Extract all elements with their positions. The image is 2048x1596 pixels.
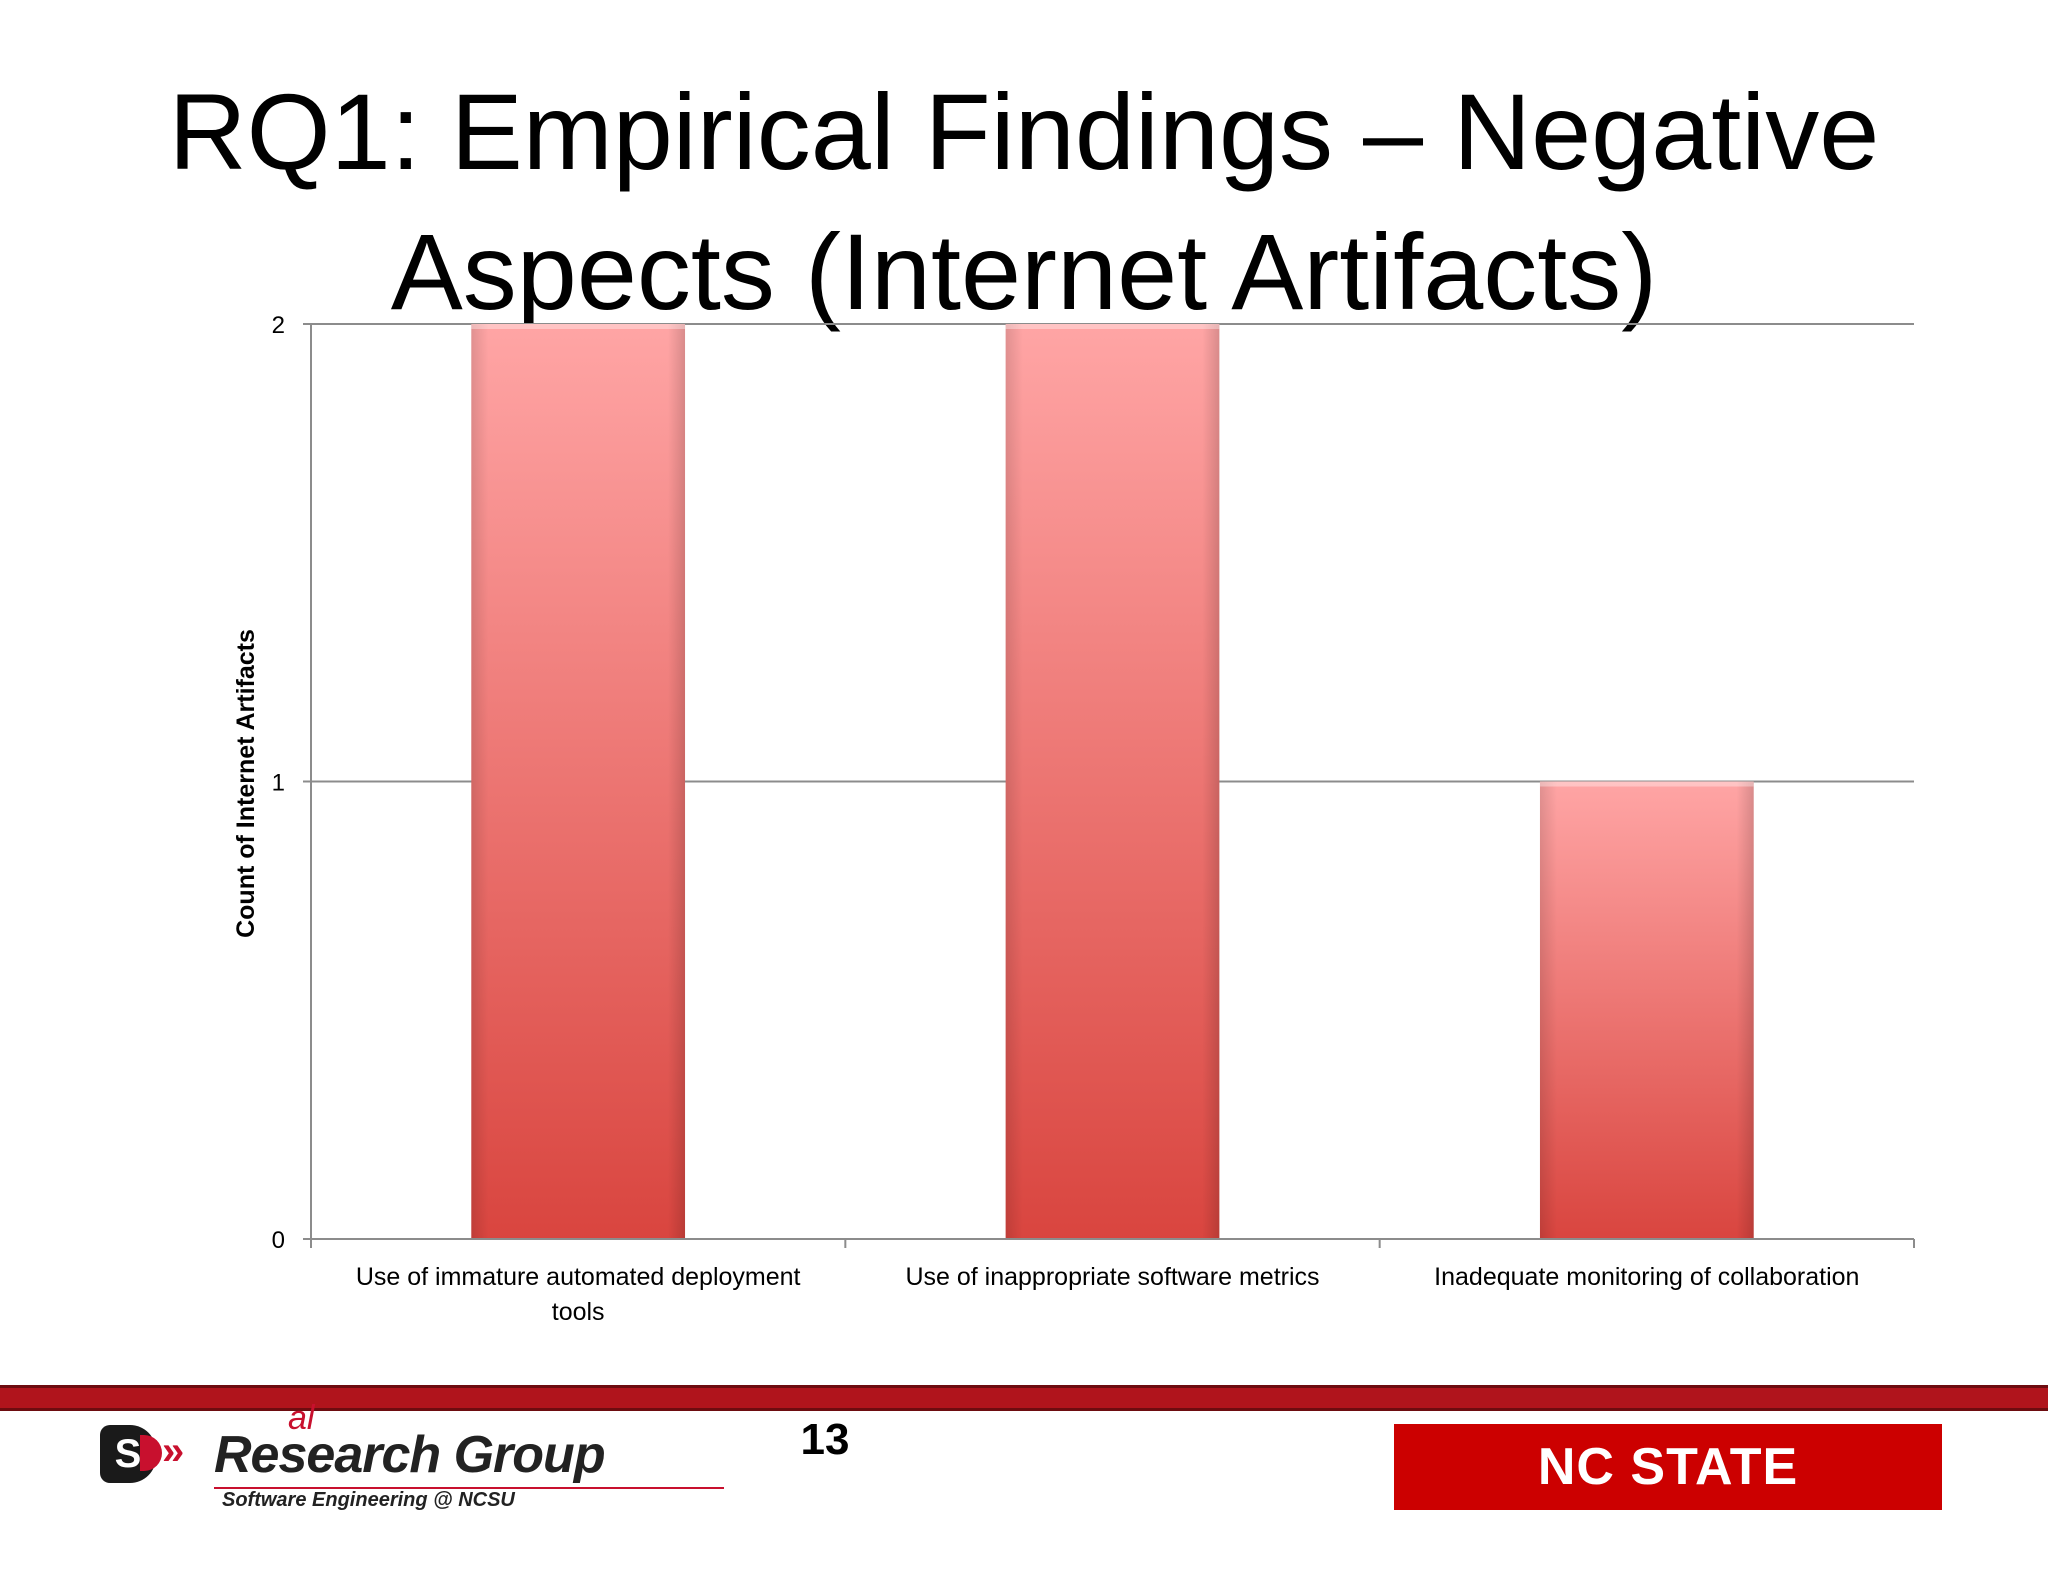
bar-highlight	[471, 324, 686, 329]
y-axis-title: Count of Internet Artifacts	[232, 629, 260, 938]
slide-title-line-1: RQ1: Empirical Findings – Negative	[168, 71, 1880, 192]
slide-title: RQ1: Empirical Findings – Negative Aspec…	[0, 62, 2048, 342]
nc-state-logo: NC STATE UNIVERSITY	[1394, 1424, 1942, 1582]
bar-shade	[1539, 781, 1754, 1239]
rg-text: Research Group	[214, 1425, 606, 1485]
y-tick-label: 1	[272, 770, 285, 797]
nc-state-regular: UNIVERSITY	[1506, 1524, 1830, 1582]
rg-text-al: al	[288, 1399, 315, 1437]
rg-text-rest: search Group	[278, 1426, 605, 1484]
nc-state-bold: NC STATE	[1537, 1438, 1799, 1496]
page-number: 13	[800, 1415, 850, 1464]
rg-text-re: Re	[214, 1426, 279, 1484]
y-tick-label: 0	[272, 1227, 285, 1254]
slide-title-line-2: Aspects (Internet Artifacts)	[390, 211, 1658, 332]
research-group-logo: S » Research Group al Software Engineeri…	[96, 1399, 724, 1525]
x-category-label: Use of immature automated deployment	[356, 1263, 801, 1291]
bar-highlight	[1005, 324, 1220, 329]
y-tick-label: 2	[272, 312, 285, 339]
x-category-label: Use of inappropriate software metrics	[905, 1263, 1319, 1291]
bar-shade	[1005, 324, 1220, 1239]
rg-subtitle: Software Engineering @ NCSU	[222, 1489, 515, 1511]
x-category-label: Inadequate monitoring of collaboration	[1434, 1263, 1859, 1291]
bar-shade	[471, 324, 686, 1239]
footer-bar	[0, 1385, 2048, 1411]
x-category-label: tools	[552, 1298, 605, 1326]
rg-mark-dot	[140, 1435, 162, 1471]
bar-chart: 0 1 2 Use of immature automated deployment t…	[232, 312, 1915, 1326]
bar-highlight	[1539, 781, 1754, 787]
rg-underline	[214, 1487, 724, 1489]
rg-arrows-icon: »	[162, 1429, 185, 1473]
